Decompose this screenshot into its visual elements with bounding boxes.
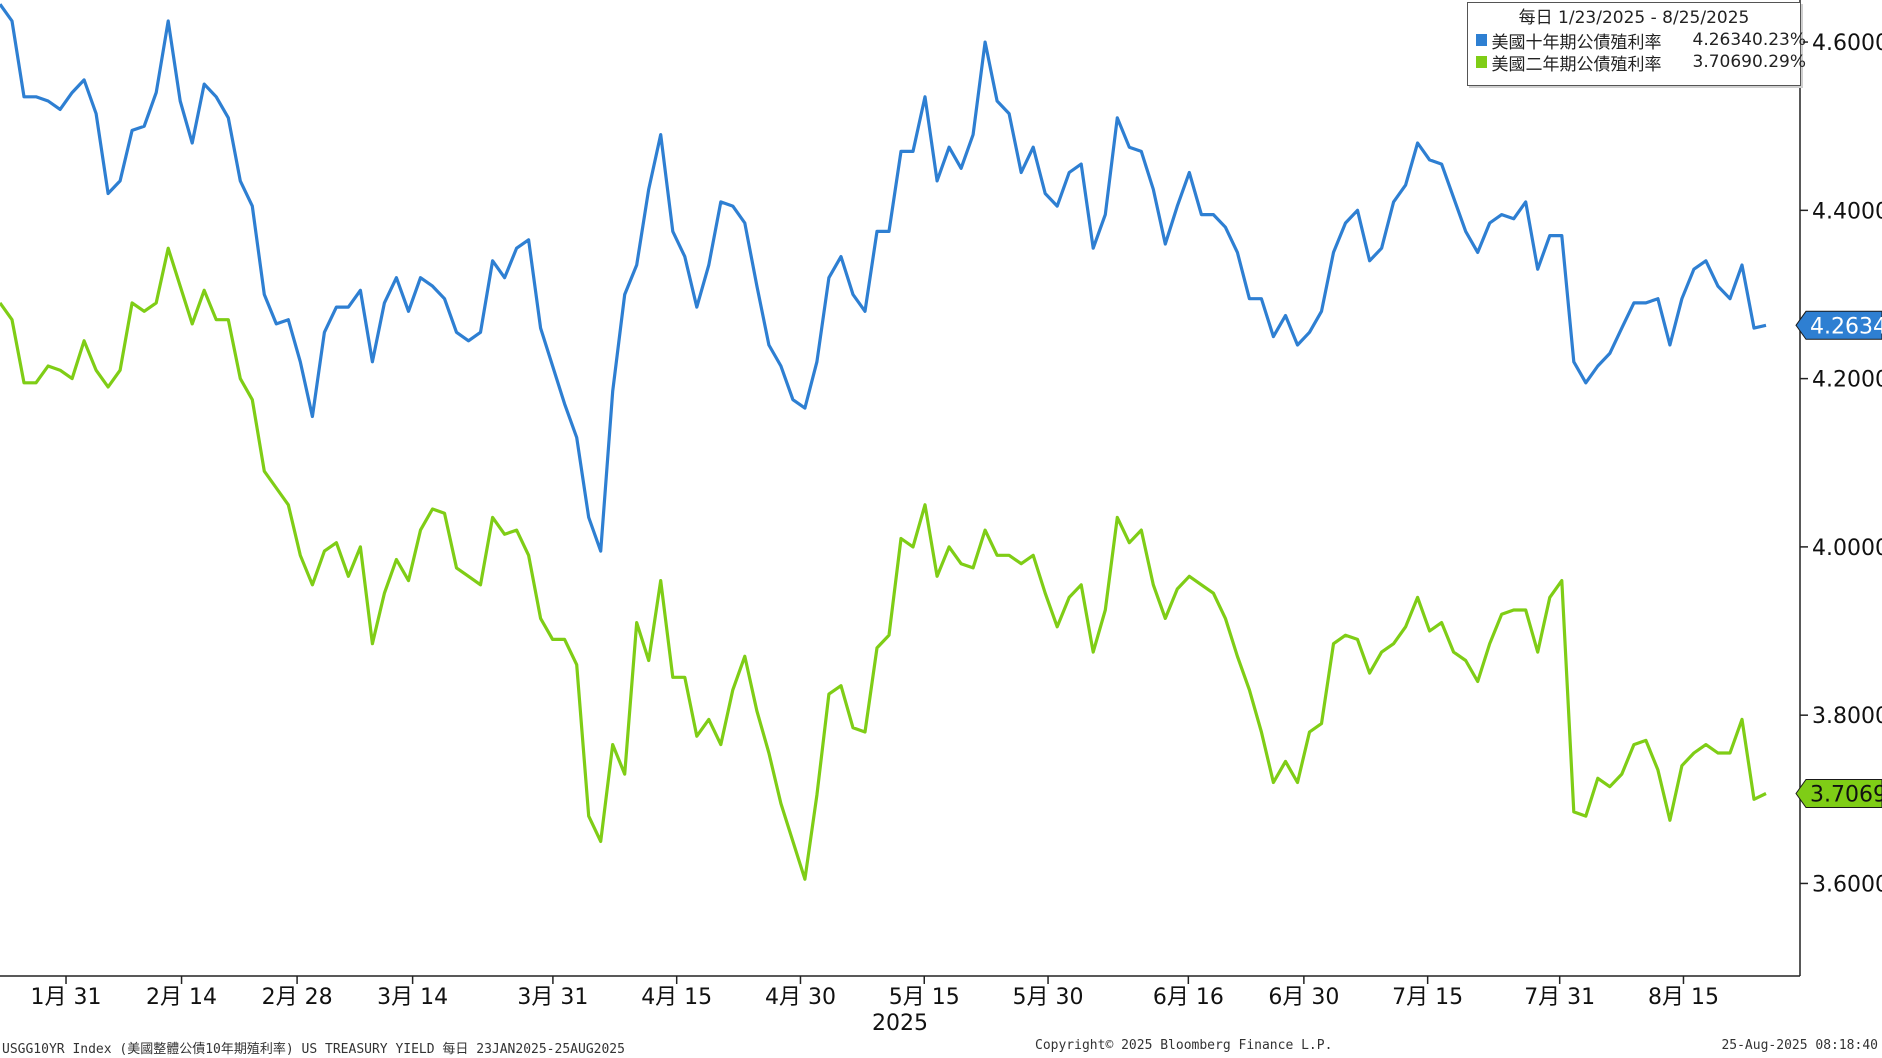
x-tick-label: 6月 16: [1153, 985, 1224, 1010]
x-tick-label: 2月 14: [146, 985, 217, 1010]
last-value-tag-10y: 4.2634: [1795, 310, 1882, 340]
series-line-2y: [0, 246, 1767, 881]
legend-item-2y: 美國二年期公債殖利率 3.7069 0.29%: [1468, 51, 1807, 75]
last-value-tag-shape: [1795, 779, 1882, 809]
y-tick-label: 4.4000: [1812, 199, 1882, 224]
plot-area: [0, 3, 1767, 881]
legend-change: 0.23%: [1752, 30, 1807, 50]
x-tick-label: 4月 30: [765, 985, 836, 1010]
legend-item-10y: 美國十年期公債殖利率 4.2634 0.23%: [1468, 29, 1807, 53]
x-tick-label: 4月 15: [641, 985, 712, 1010]
legend-change: 0.29%: [1752, 52, 1807, 72]
x-tick-label: 2月 28: [262, 985, 333, 1010]
last-value-text: 3.7069: [1810, 783, 1882, 808]
legend-label: 美國二年期公債殖利率: [1491, 54, 1662, 75]
x-tick-label: 1月 31: [31, 985, 102, 1010]
x-tick-label: 3月 31: [517, 985, 588, 1010]
x-tick-label: 6月 30: [1268, 985, 1339, 1010]
footer-copyright: Copyright© 2025 Bloomberg Finance L.P.: [1035, 1038, 1333, 1053]
legend-title: 每日 1/23/2025 - 8/25/2025: [1518, 8, 1750, 28]
y-tick-label: 4.6000: [1812, 31, 1882, 56]
legend-swatch-2y: [1476, 56, 1488, 68]
x-tick-label: 8月 15: [1648, 985, 1719, 1010]
series-line-10y: [0, 3, 1767, 553]
last-value-tag-shape: [1795, 310, 1882, 340]
x-tick-label: 3月 14: [377, 985, 448, 1010]
y-tick-label: 3.6000: [1812, 872, 1882, 897]
y-tick-label: 4.2000: [1812, 368, 1882, 393]
x-tick-label: 5月 15: [889, 985, 960, 1010]
footer-source: USGG10YR Index (美國整體公債10年期殖利率) US TREASU…: [2, 1042, 625, 1057]
legend: 每日 1/23/2025 - 8/25/2025 美國十年期公債殖利率 4.26…: [1467, 2, 1807, 86]
last-value-tag-2y: 3.7069: [1795, 779, 1882, 809]
x-tick-label: 5月 30: [1013, 985, 1084, 1010]
last-value-text: 4.2634: [1810, 314, 1882, 339]
legend-last-value: 3.7069: [1692, 52, 1752, 72]
footer-timestamp: 25-Aug-2025 08:18:40: [1721, 1038, 1878, 1053]
last-value-labels: 4.2634 3.7069: [1795, 310, 1882, 809]
y-tick-label: 3.8000: [1812, 704, 1882, 729]
x-axis: 1月 31 2月 14 2月 28 3月 14 3月 31 4月 15 4月 30 5月 15…: [0, 975, 1800, 1010]
legend-label: 美國十年期公債殖利率: [1491, 32, 1662, 53]
legend-swatch-10y: [1476, 34, 1488, 46]
x-axis-year-label: 2025: [872, 1011, 928, 1036]
y-tick-label: 4.0000: [1812, 536, 1882, 561]
y-axis: 3.6000 3.8000 4.0000 4.2000 4.4000 4.6000: [1799, 0, 1882, 976]
x-tick-label: 7月 31: [1524, 985, 1595, 1010]
x-tick-label: 7月 15: [1392, 985, 1463, 1010]
legend-last-value: 4.2634: [1692, 30, 1752, 50]
